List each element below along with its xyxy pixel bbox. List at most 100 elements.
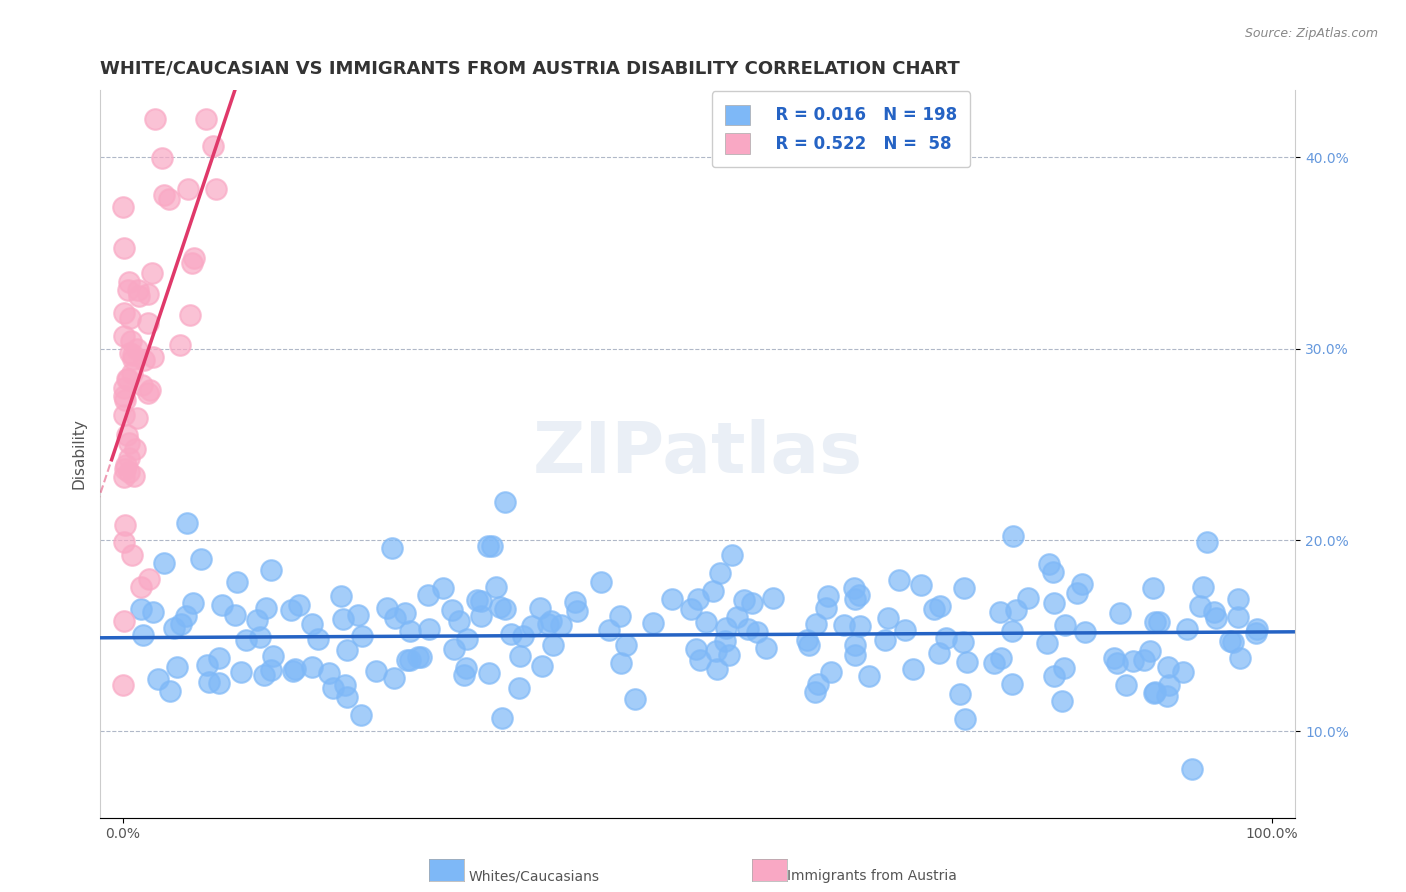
Point: [179, 308, 201, 322]
Point: [432, 581, 454, 595]
Point: [531, 658, 554, 673]
Point: [398, 653, 420, 667]
Point: [1244, 626, 1267, 640]
Point: [224, 608, 246, 623]
Text: Immigrants from Austria: Immigrants from Austria: [787, 869, 956, 883]
Point: [260, 563, 283, 577]
Point: [112, 535, 135, 549]
Point: [336, 642, 359, 657]
Point: [129, 580, 152, 594]
Point: [1144, 615, 1167, 630]
Point: [166, 659, 188, 673]
Point: [1017, 591, 1039, 606]
Point: [814, 600, 837, 615]
Point: [804, 617, 827, 632]
Point: [443, 642, 465, 657]
Point: [609, 608, 631, 623]
Point: [1053, 661, 1076, 675]
Point: [737, 622, 759, 636]
Point: [396, 653, 419, 667]
Point: [381, 541, 404, 556]
Point: [988, 605, 1011, 619]
Point: [1070, 577, 1092, 591]
Point: [820, 665, 842, 679]
Point: [1066, 586, 1088, 600]
Point: [136, 386, 159, 401]
Point: [1122, 654, 1144, 668]
Point: [1197, 535, 1219, 549]
Point: [681, 602, 703, 616]
Point: [138, 316, 160, 330]
Point: [889, 573, 911, 587]
Point: [807, 677, 830, 691]
Point: [685, 641, 707, 656]
Y-axis label: Disability: Disability: [72, 418, 86, 490]
Point: [112, 614, 135, 628]
Point: [122, 468, 145, 483]
Point: [416, 588, 439, 602]
Point: [1147, 615, 1170, 630]
Point: [288, 599, 311, 613]
Point: [453, 668, 475, 682]
Point: [725, 610, 748, 624]
Point: [1139, 644, 1161, 658]
Point: [1189, 599, 1212, 613]
Point: [208, 675, 231, 690]
Point: [591, 574, 613, 589]
Point: [689, 652, 711, 666]
Point: [283, 664, 305, 678]
Point: [796, 632, 818, 647]
Point: [797, 639, 820, 653]
Point: [120, 345, 142, 359]
Point: [842, 581, 865, 595]
Point: [336, 690, 359, 704]
Point: [118, 310, 141, 325]
Point: [112, 200, 135, 214]
Point: [157, 193, 180, 207]
Point: [990, 651, 1012, 665]
Point: [129, 601, 152, 615]
Point: [226, 575, 249, 590]
Point: [844, 638, 866, 652]
Point: [121, 548, 143, 562]
Point: [205, 182, 228, 196]
Point: [127, 283, 149, 297]
Point: [150, 151, 173, 165]
Point: [382, 671, 405, 685]
Point: [131, 627, 153, 641]
Point: [177, 182, 200, 196]
Point: [894, 623, 917, 637]
Point: [117, 372, 139, 386]
Point: [122, 351, 145, 366]
Point: [235, 633, 257, 648]
Point: [125, 410, 148, 425]
Point: [118, 450, 141, 465]
Point: [211, 598, 233, 612]
Point: [1002, 529, 1025, 543]
Point: [1142, 581, 1164, 595]
Point: [190, 551, 212, 566]
Point: [115, 428, 138, 442]
Point: [956, 655, 979, 669]
Point: [643, 616, 665, 631]
Point: [755, 640, 778, 655]
Point: [844, 592, 866, 607]
Point: [112, 241, 135, 255]
Point: [695, 615, 717, 629]
Point: [565, 604, 588, 618]
Point: [125, 342, 148, 356]
Point: [509, 648, 531, 663]
Point: [142, 606, 165, 620]
Point: [949, 688, 972, 702]
Point: [1043, 669, 1066, 683]
Point: [465, 593, 488, 607]
Point: [508, 681, 530, 695]
Point: [120, 334, 142, 349]
Point: [704, 644, 727, 658]
Point: [181, 596, 204, 610]
Point: [1222, 634, 1244, 648]
Point: [1105, 657, 1128, 671]
Point: [112, 389, 135, 403]
Point: [875, 633, 897, 648]
Point: [953, 712, 976, 726]
